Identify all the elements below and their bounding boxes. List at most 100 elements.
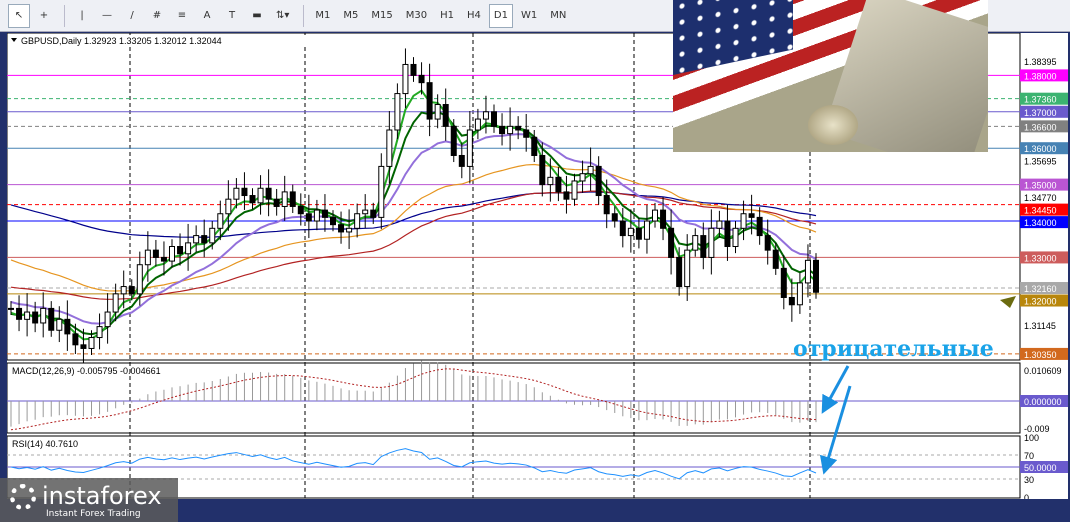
candle: [804, 259, 811, 284]
timeframe-mn[interactable]: MN: [550, 10, 567, 21]
candle: [370, 209, 377, 218]
timeframe-d1[interactable]: D1: [488, 3, 513, 28]
candle: [684, 249, 691, 288]
fibonacci-button[interactable]: ≡: [177, 10, 187, 21]
timeframe-h4[interactable]: H4: [467, 10, 481, 21]
candle: [692, 235, 699, 251]
rsi-line: [10, 448, 817, 480]
timeframe-m1[interactable]: M1: [315, 10, 331, 21]
arrow-to-macd-icon: [821, 365, 850, 414]
candle: [128, 286, 135, 295]
candle: [603, 195, 610, 215]
candle: [40, 307, 47, 324]
candle: [112, 293, 119, 313]
candle: [724, 220, 731, 248]
rsi-tick: 50.0000: [1024, 463, 1057, 473]
candle: [185, 242, 192, 255]
candle: [555, 176, 562, 193]
level-price-tag: [1020, 251, 1068, 264]
candle: [177, 246, 184, 255]
candle: [619, 220, 626, 237]
macd-label: MACD(12,26,9) -0.005795 -0.004661: [12, 366, 161, 376]
annotation-text: отрицательные: [793, 336, 994, 362]
candle: [813, 259, 819, 293]
price-chart[interactable]: 1.38395 1.38000 1.37360 1.37000 1.36600 1.360…: [6, 32, 1068, 513]
rsi-50-tag: [1020, 461, 1068, 473]
timeframe-h1[interactable]: H1: [440, 10, 455, 21]
usd-gbp-banknotes-image: [673, 0, 988, 152]
candle: [354, 213, 361, 229]
vertical-line-button[interactable]: |: [80, 10, 84, 21]
candle: [305, 213, 312, 222]
text-button[interactable]: A: [203, 10, 211, 21]
collapse-triangle-icon[interactable]: [11, 38, 17, 42]
level-price-tag: [1020, 92, 1068, 105]
arrows-dropdown-button[interactable]: ⇅▾: [276, 10, 290, 21]
candle: [732, 227, 739, 248]
price-tick: 1.35695: [1024, 157, 1057, 167]
timeframe-m15[interactable]: M15: [371, 10, 393, 21]
equidistant-channel-button[interactable]: #: [152, 10, 162, 21]
level-price-tag: [1020, 216, 1068, 229]
candle: [56, 318, 63, 331]
rsi-tick: 0: [1024, 493, 1029, 499]
text-label-button[interactable]: T: [228, 10, 236, 21]
candle: [668, 227, 675, 258]
level-price-label: 1.36600: [1024, 122, 1057, 132]
candle: [410, 63, 417, 76]
horizontal-line-button[interactable]: —: [102, 10, 112, 21]
level-price-tag: [1020, 347, 1068, 360]
trendline-button[interactable]: /: [130, 10, 134, 21]
candle: [756, 216, 763, 237]
candle: [169, 246, 175, 262]
candle: [652, 209, 658, 222]
candle: [402, 63, 409, 95]
candle: [660, 209, 667, 229]
macd-signal-line: [10, 368, 817, 431]
level-price-label: 1.30350: [1024, 350, 1057, 360]
level-price-label: 1.36000: [1024, 144, 1057, 154]
candle: [764, 235, 771, 251]
candle: [104, 311, 111, 328]
candle: [450, 125, 457, 156]
level-price-tag: [1020, 203, 1068, 216]
candle: [748, 213, 755, 218]
timeframe-m30[interactable]: M30: [405, 10, 428, 21]
candle: [796, 282, 803, 306]
candle: [8, 307, 14, 310]
candle: [474, 118, 481, 131]
symbol-info: GBPUSD,Daily 1.32923 1.33205 1.32012 1.3…: [21, 36, 222, 46]
main-pane: [6, 32, 1021, 361]
crosshair-tool-button[interactable]: +: [39, 10, 49, 21]
candle: [225, 198, 232, 215]
candle: [579, 173, 586, 182]
rectangle-button[interactable]: ▬: [252, 10, 262, 21]
rsi-tick: 100: [1024, 433, 1039, 443]
candle: [96, 326, 103, 339]
macd-zero-tag: [1020, 395, 1068, 407]
moving-average-line: [10, 110, 817, 336]
level-price-tag: [1020, 178, 1068, 191]
moving-average-line: [10, 190, 817, 300]
timeframe-w1[interactable]: W1: [520, 10, 538, 21]
candle: [217, 213, 224, 229]
pound-coin: [808, 105, 858, 145]
candle: [64, 318, 71, 335]
macd-tick: 0.000000: [1024, 397, 1062, 407]
macd-tick: 0.010609: [1024, 366, 1062, 376]
level-price-label: 1.33000: [1024, 253, 1057, 263]
candle: [144, 249, 151, 266]
candle: [24, 311, 31, 320]
cursor-tool-button[interactable]: ↖: [8, 3, 30, 28]
candle: [362, 209, 369, 215]
macd-tick: -0.009: [1024, 424, 1050, 434]
timeframe-m5[interactable]: M5: [343, 10, 359, 21]
candle: [426, 82, 433, 120]
candle: [346, 227, 353, 233]
candle: [249, 195, 256, 204]
symbol-info-bg: [19, 35, 349, 47]
moving-average-line: [10, 89, 817, 341]
candle: [708, 227, 715, 258]
candle: [643, 220, 650, 240]
instaforex-logo: instaforex Instant Forex Trading: [0, 478, 178, 522]
